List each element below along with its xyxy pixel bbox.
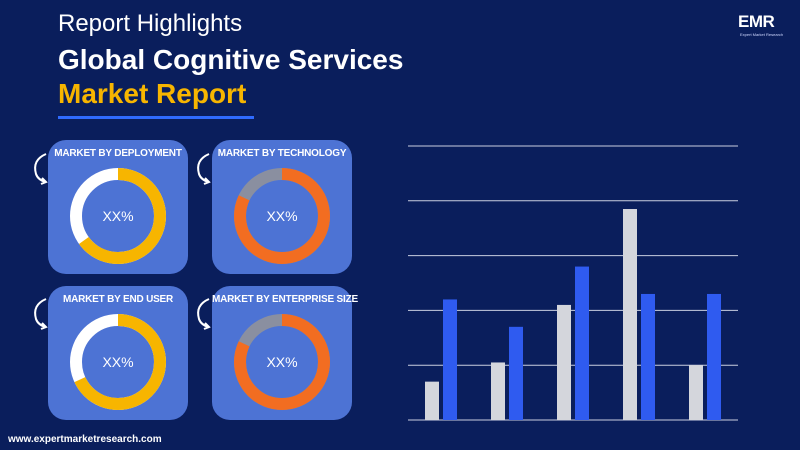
- bar-series-2-cat-1: [443, 299, 457, 420]
- bar-series-1-cat-1: [425, 381, 439, 420]
- donut-arc: [234, 314, 330, 410]
- logo-tagline: Expert Market Research: [740, 32, 784, 37]
- bar-chart: [408, 145, 738, 421]
- bar-series-2-cat-2: [509, 326, 523, 420]
- donut-value: XX%: [266, 354, 298, 370]
- bar-series-2-cat-3: [575, 266, 589, 420]
- report-highlights-label: Report Highlights: [58, 10, 243, 37]
- emr-logo: EMR Expert Market Research: [738, 12, 794, 42]
- card-title: MARKET BY ENTERPRISE SIZE: [212, 294, 358, 305]
- page-title-highlight: Market Report: [58, 78, 247, 109]
- bar-series-2-cat-4: [641, 293, 655, 420]
- logo-text: EMR: [738, 12, 775, 31]
- curved-arrow-icon: [34, 298, 48, 330]
- donut-value: XX%: [102, 208, 134, 224]
- bar-series-1-cat-4: [623, 209, 637, 420]
- title-underline: [58, 116, 254, 119]
- donut-chart: [234, 168, 330, 264]
- curved-arrow-icon: [34, 153, 48, 185]
- card-technology: MARKET BY TECHNOLOGY XX%: [212, 140, 352, 274]
- card-title: MARKET BY END USER: [62, 294, 174, 305]
- card-title: MARKET BY TECHNOLOGY: [217, 148, 347, 159]
- footer-url[interactable]: www.expertmarketresearch.com: [8, 434, 162, 445]
- donut-chart: [234, 314, 330, 410]
- curved-arrow-icon: [197, 153, 211, 185]
- bar-series-1-cat-3: [557, 304, 571, 420]
- bar-series-1-cat-2: [491, 362, 505, 420]
- card-enterprise-size: MARKET BY ENTERPRISE SIZE XX%: [212, 286, 358, 420]
- card-deployment: MARKET BY DEPLOYMENT XX%: [48, 140, 188, 274]
- donut-value: XX%: [102, 354, 134, 370]
- bar-series-1-cat-5: [689, 365, 703, 420]
- page-title: Global Cognitive Services: [58, 44, 404, 75]
- donut-chart: [70, 314, 166, 410]
- bar-series-2-cat-5: [707, 293, 721, 420]
- donut-value: XX%: [266, 208, 298, 224]
- donut-arc: [70, 314, 166, 410]
- card-title: MARKET BY DEPLOYMENT: [54, 148, 182, 159]
- donut-arc: [70, 168, 166, 264]
- donut-arc: [234, 168, 330, 264]
- donut-chart: [70, 168, 166, 264]
- curved-arrow-icon: [197, 298, 211, 330]
- card-end-user: MARKET BY END USER XX%: [48, 286, 188, 420]
